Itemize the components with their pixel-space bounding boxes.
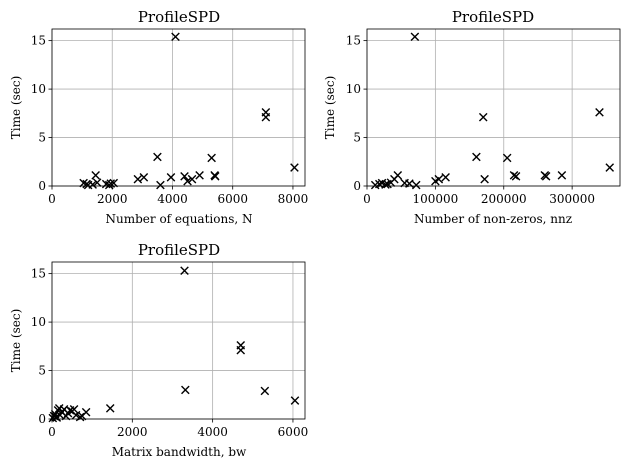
data-point xyxy=(180,266,189,276)
data-point xyxy=(290,396,300,405)
data-point xyxy=(434,174,444,184)
data-point xyxy=(195,171,204,180)
data-point xyxy=(480,174,489,184)
y-tick-label: 0 xyxy=(353,179,361,193)
x-axis-label: Matrix bandwidth, bw xyxy=(112,445,247,459)
y-tick-label: 15 xyxy=(31,34,46,48)
data-point xyxy=(139,172,149,182)
chart-title: ProfileSPD xyxy=(138,241,220,259)
data-point xyxy=(411,180,421,190)
data-point xyxy=(181,385,190,395)
y-tick-label: 5 xyxy=(38,364,46,378)
data-point xyxy=(509,171,519,180)
x-tick-label: 2000 xyxy=(117,425,148,439)
data-point xyxy=(88,180,97,189)
x-axis-label: Number of equations, N xyxy=(106,212,253,226)
chart-title: ProfileSPD xyxy=(138,8,220,26)
data-point xyxy=(290,163,299,172)
data-point xyxy=(52,413,62,422)
data-point xyxy=(605,163,615,172)
data-point xyxy=(207,153,216,163)
data-point xyxy=(236,345,246,355)
chart-bandwidth: ProfileSPD 0 2000 4000 6000 0 5 10 15 Matrix ba… xyxy=(9,241,308,459)
data-point xyxy=(595,108,604,117)
y-tick-label: 15 xyxy=(31,267,46,281)
data-point xyxy=(557,171,567,180)
data-point xyxy=(153,152,162,162)
data-point xyxy=(105,404,115,413)
data-point xyxy=(156,180,165,190)
y-axis-label: Time (sec) xyxy=(9,309,23,372)
x-tick-label: 4000 xyxy=(197,425,228,439)
plot-frame xyxy=(51,28,306,187)
data-point xyxy=(166,172,176,182)
data-point xyxy=(261,112,271,122)
x-tick-label: 8000 xyxy=(278,192,309,206)
data-point xyxy=(478,112,488,122)
y-tick-label: 10 xyxy=(346,82,361,96)
data-point xyxy=(381,180,390,189)
data-point xyxy=(183,176,192,186)
data-point xyxy=(133,174,143,184)
y-tick-label: 10 xyxy=(31,82,46,96)
data-point xyxy=(75,412,85,422)
data-point xyxy=(472,152,481,162)
data-point xyxy=(502,153,512,163)
x-axis-label: Number of non-zeros, nnz xyxy=(414,212,572,226)
data-point xyxy=(81,407,91,417)
data-point xyxy=(92,178,102,187)
y-axis-label: Time (sec) xyxy=(323,76,337,139)
x-tick-label: 100000 xyxy=(412,192,458,206)
y-tick-label: 5 xyxy=(38,131,46,145)
y-tick-label: 10 xyxy=(31,315,46,329)
y-tick-label: 0 xyxy=(38,179,46,193)
x-tick-label: 0 xyxy=(363,192,371,206)
chart-nonzeros: ProfileSPD 0 100000 200000 300000 0 5 10 15 Num… xyxy=(323,8,621,226)
data-point xyxy=(393,171,403,180)
data-point xyxy=(187,174,197,184)
x-tick-label: 0 xyxy=(48,425,56,439)
data-point xyxy=(91,171,100,180)
chart-equations: ProfileSPD 0 2000 4000 6000 8000 0 5 10 15 Numbe… xyxy=(9,8,308,226)
data-point xyxy=(180,172,189,181)
y-tick-label: 0 xyxy=(38,412,46,426)
x-tick-label: 6000 xyxy=(217,192,248,206)
data-point xyxy=(541,172,551,181)
plot-frame xyxy=(366,28,621,187)
y-axis-label: Time (sec) xyxy=(9,76,23,139)
data-point xyxy=(511,172,521,181)
x-tick-label: 200000 xyxy=(481,192,527,206)
data-point xyxy=(260,386,270,396)
y-tick-label: 5 xyxy=(353,131,361,145)
x-tick-label: 2000 xyxy=(97,192,128,206)
plot-frame xyxy=(51,261,306,420)
chart-title: ProfileSPD xyxy=(452,8,534,26)
data-point xyxy=(69,405,79,414)
x-tick-label: 4000 xyxy=(157,192,188,206)
data-point xyxy=(441,172,450,182)
y-tick-label: 15 xyxy=(346,34,361,48)
data-point xyxy=(171,32,180,42)
x-tick-label: 6000 xyxy=(278,425,309,439)
data-point xyxy=(210,172,220,181)
data-point xyxy=(410,32,420,42)
x-tick-label: 0 xyxy=(48,192,56,206)
x-tick-label: 300000 xyxy=(549,192,595,206)
